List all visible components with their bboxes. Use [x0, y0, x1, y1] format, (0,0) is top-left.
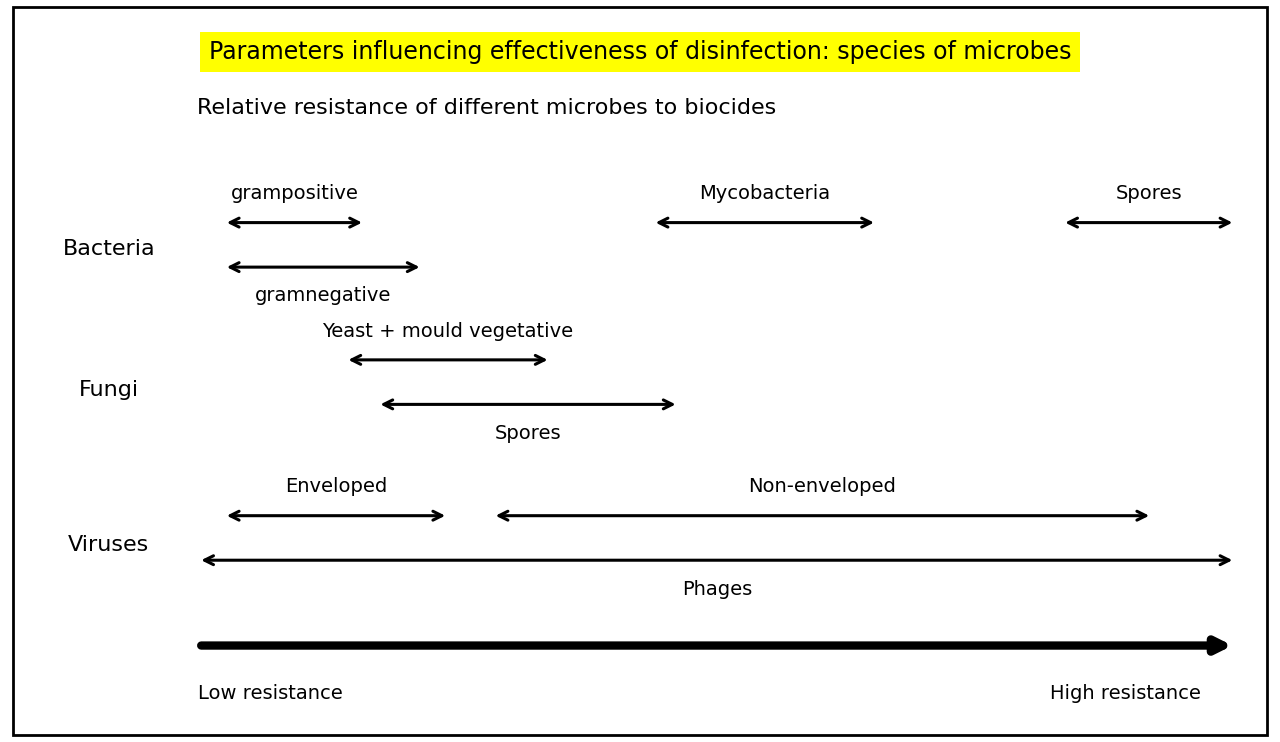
Text: Spores: Spores: [1115, 184, 1183, 203]
Text: Low resistance: Low resistance: [198, 684, 343, 703]
Text: Non-enveloped: Non-enveloped: [749, 477, 896, 496]
Text: Mycobacteria: Mycobacteria: [699, 184, 831, 203]
Text: Yeast + mould vegetative: Yeast + mould vegetative: [323, 321, 573, 341]
Text: High resistance: High resistance: [1050, 684, 1201, 703]
Text: Parameters influencing effectiveness of disinfection: species of microbes: Parameters influencing effectiveness of …: [209, 40, 1071, 64]
Text: Fungi: Fungi: [79, 380, 138, 399]
Text: Enveloped: Enveloped: [285, 477, 387, 496]
Text: Bacteria: Bacteria: [63, 239, 155, 258]
Text: Viruses: Viruses: [68, 536, 150, 555]
Text: Spores: Spores: [494, 424, 562, 443]
Text: grampositive: grampositive: [230, 184, 358, 203]
Text: Phages: Phages: [682, 580, 751, 599]
Text: gramnegative: gramnegative: [255, 286, 392, 306]
Text: Relative resistance of different microbes to biocides: Relative resistance of different microbe…: [197, 98, 776, 117]
